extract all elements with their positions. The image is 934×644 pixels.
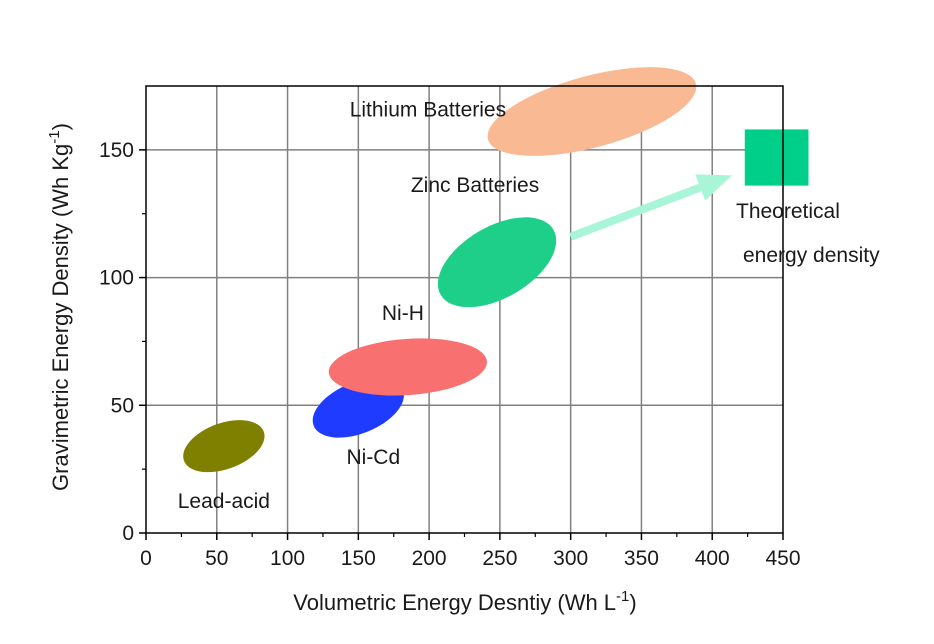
x-axis-title-end: ) — [629, 590, 636, 615]
x-tick-label: 350 — [624, 547, 659, 570]
theoretical-group — [569, 129, 809, 241]
theoretical-marker — [744, 129, 809, 186]
arrow-head — [695, 174, 733, 201]
region-ni-h — [328, 338, 487, 396]
battery-regions — [183, 67, 697, 473]
label-lead-acid: Lead-acid — [178, 490, 270, 513]
y-tick-label: 100 — [99, 267, 134, 290]
x-tick-label: 100 — [270, 547, 305, 570]
theoretical-label-line2: energy density — [743, 244, 880, 267]
axes: 0 50 100 150 200 250 300 350 400 450 0 50 100 150 — [99, 139, 801, 570]
x-axis-title-main: Volumetric Energy Desntiy (Wh L — [293, 590, 616, 615]
y-tick-label: 0 — [122, 522, 134, 545]
x-tick-label: 0 — [140, 547, 152, 570]
x-axis-title: Volumetric Energy Desntiy (Wh L-1) — [293, 588, 636, 615]
x-tick-label: 150 — [341, 547, 376, 570]
grid-lines — [146, 86, 783, 533]
x-tick-label: 300 — [553, 547, 588, 570]
y-axis-title-main: Gravimetric Energy Density (Wh Kg — [48, 144, 73, 491]
y-tick-label: 50 — [111, 394, 134, 417]
region-lithium-batteries — [487, 67, 697, 156]
x-tick-label: 200 — [412, 547, 447, 570]
region-labels: Lead-acid Ni-Cd Ni-H Zinc Batteries Lithium … — [178, 99, 880, 514]
x-tick-label: 400 — [695, 547, 730, 570]
label-zinc-batteries: Zinc Batteries — [411, 174, 539, 197]
x-tick-label: 50 — [205, 547, 228, 570]
theoretical-label-line1: Theoretical — [736, 200, 840, 223]
label-lithium-batteries: Lithium Batteries — [350, 99, 506, 122]
region-zinc-batteries — [437, 217, 557, 308]
label-ni-h: Ni-H — [382, 302, 424, 325]
y-axis-title: Gravimetric Energy Density (Wh Kg-1) — [46, 123, 73, 491]
x-axis-title-sup: -1 — [616, 588, 629, 605]
y-axis-title-sup: -1 — [46, 130, 63, 143]
y-tick-label: 150 — [99, 139, 134, 162]
plot-frame — [145, 85, 784, 534]
label-ni-cd: Ni-Cd — [346, 446, 400, 469]
x-tick-label: 450 — [765, 547, 800, 570]
y-axis-title-end: ) — [48, 123, 73, 130]
x-tick-label: 250 — [482, 547, 517, 570]
arrow-shaft — [569, 183, 702, 241]
region-lead-acid — [183, 420, 265, 473]
